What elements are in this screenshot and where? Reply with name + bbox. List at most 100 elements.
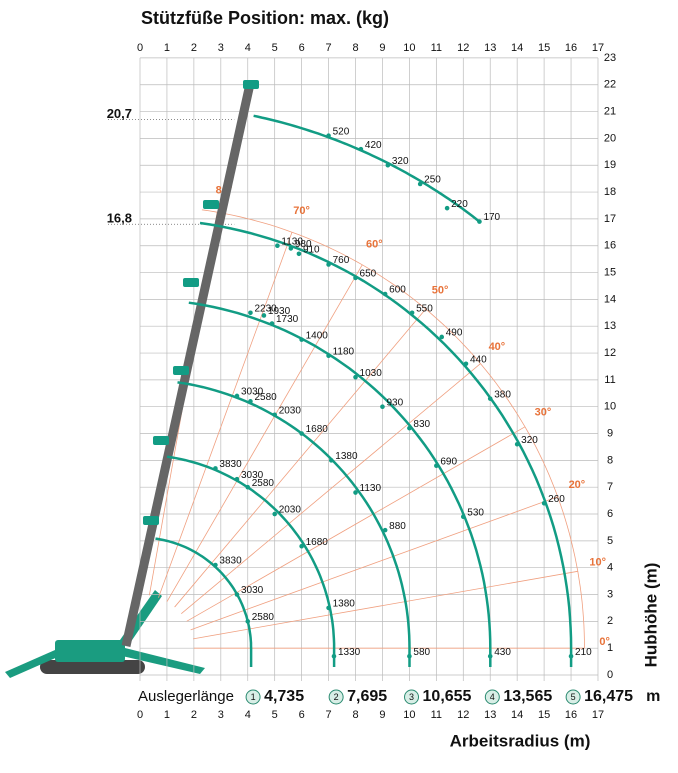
x-tick-label: 1 [164, 42, 170, 54]
load-point [245, 619, 251, 624]
load-label: 3830 [219, 459, 242, 470]
x-tick-label: 1 [164, 709, 170, 721]
boom-badge [484, 689, 500, 705]
y-tick-label: 23 [604, 52, 616, 64]
load-label: 3030 [241, 585, 264, 596]
load-point [245, 484, 251, 490]
load-label: 1930 [268, 306, 291, 317]
load-point [514, 441, 520, 447]
x-tick-label: 13 [484, 42, 496, 54]
y-tick-label: 17 [604, 213, 616, 225]
load-point [248, 310, 253, 316]
crane-base [5, 590, 205, 678]
load-label: 430 [494, 647, 511, 658]
x-tick-label: 14 [511, 42, 523, 54]
y-tick-label: 0 [607, 669, 613, 681]
x-tick-label: 11 [431, 709, 442, 721]
load-point [409, 310, 415, 316]
x-tick-label: 3 [218, 42, 224, 54]
load-point [477, 219, 482, 224]
load-point [568, 653, 574, 659]
load-label: 420 [365, 140, 382, 151]
angle-label: 70° [293, 205, 310, 217]
boom-joint [203, 200, 219, 209]
load-point [541, 500, 547, 506]
angle-arc [201, 209, 585, 649]
x-tick-label: 10 [403, 42, 415, 54]
y-tick-label: 9 [607, 427, 613, 439]
x-tick-label: 16 [565, 709, 577, 721]
load-point [434, 463, 439, 469]
boom-number: 4 [490, 692, 495, 702]
y-tick-label: 12 [604, 347, 616, 359]
boom-badge [565, 689, 581, 705]
boom-label: Auslegerlänge [138, 688, 234, 705]
angle-label: 60° [366, 239, 383, 251]
load-point [261, 313, 267, 318]
load-label: 3030 [241, 470, 264, 481]
x-tick-label: 12 [457, 709, 469, 721]
load-point [234, 592, 240, 597]
y-tick-label: 13 [604, 320, 616, 332]
load-point [382, 291, 388, 297]
load-label: 1380 [335, 451, 358, 462]
load-label: 210 [575, 647, 592, 658]
boom-badge [245, 689, 261, 705]
x-tick-label: 4 [245, 709, 251, 721]
y-axis-label: Hubhöhe (m) [641, 563, 660, 668]
height-label: 20,7 [107, 106, 132, 121]
height-label: 16,8 [107, 211, 132, 226]
y-tick-label: 14 [604, 293, 616, 305]
load-point [213, 562, 218, 568]
load-point [299, 543, 304, 549]
load-label: 2030 [279, 505, 302, 516]
load-label: 830 [413, 419, 430, 430]
load-point [487, 396, 493, 401]
load-label: 3030 [241, 387, 264, 398]
load-label: 170 [483, 212, 500, 223]
load-label: 1030 [360, 368, 383, 379]
load-point [269, 321, 275, 326]
load-point [358, 146, 364, 152]
load-label: 220 [451, 199, 468, 210]
load-point [385, 162, 391, 168]
x-tick-label: 16 [565, 42, 577, 54]
y-tick-label: 4 [607, 562, 613, 574]
load-label: 1680 [306, 424, 329, 435]
load-label: 1330 [338, 647, 361, 658]
angle-line [181, 363, 481, 614]
load-point [326, 133, 331, 139]
x-tick-label: 12 [457, 42, 469, 54]
load-point [299, 337, 304, 342]
x-tick-label: 13 [484, 709, 496, 721]
load-label: 550 [416, 303, 433, 314]
load-label: 910 [303, 244, 320, 255]
load-label: 2580 [252, 478, 275, 489]
load-label: 2030 [279, 405, 302, 416]
angle-label: 50° [432, 285, 449, 297]
load-label: 2580 [252, 612, 275, 623]
load-point [213, 466, 218, 471]
y-tick-label: 8 [607, 454, 613, 466]
load-point [326, 262, 331, 267]
load-point [463, 361, 469, 367]
unit: m [646, 688, 660, 705]
boom-number: 2 [334, 692, 339, 702]
x-tick-label: 10 [403, 709, 415, 721]
load-label: 690 [440, 456, 457, 467]
boom-joint [143, 516, 159, 525]
x-tick-label: 0 [137, 709, 143, 721]
x-axis-label: Arbeitsradius (m) [450, 731, 591, 750]
boom-badge [328, 689, 344, 705]
load-curve [253, 114, 481, 223]
load-point [382, 527, 388, 533]
load-point [275, 243, 280, 249]
boom-length: 4,735 [264, 688, 304, 705]
x-tick-label: 15 [538, 42, 550, 54]
x-tick-label: 9 [379, 42, 385, 54]
boom-length: 13,565 [503, 688, 552, 705]
load-point [326, 605, 331, 611]
load-label: 1130 [360, 483, 382, 494]
x-tick-label: 2 [191, 42, 197, 54]
